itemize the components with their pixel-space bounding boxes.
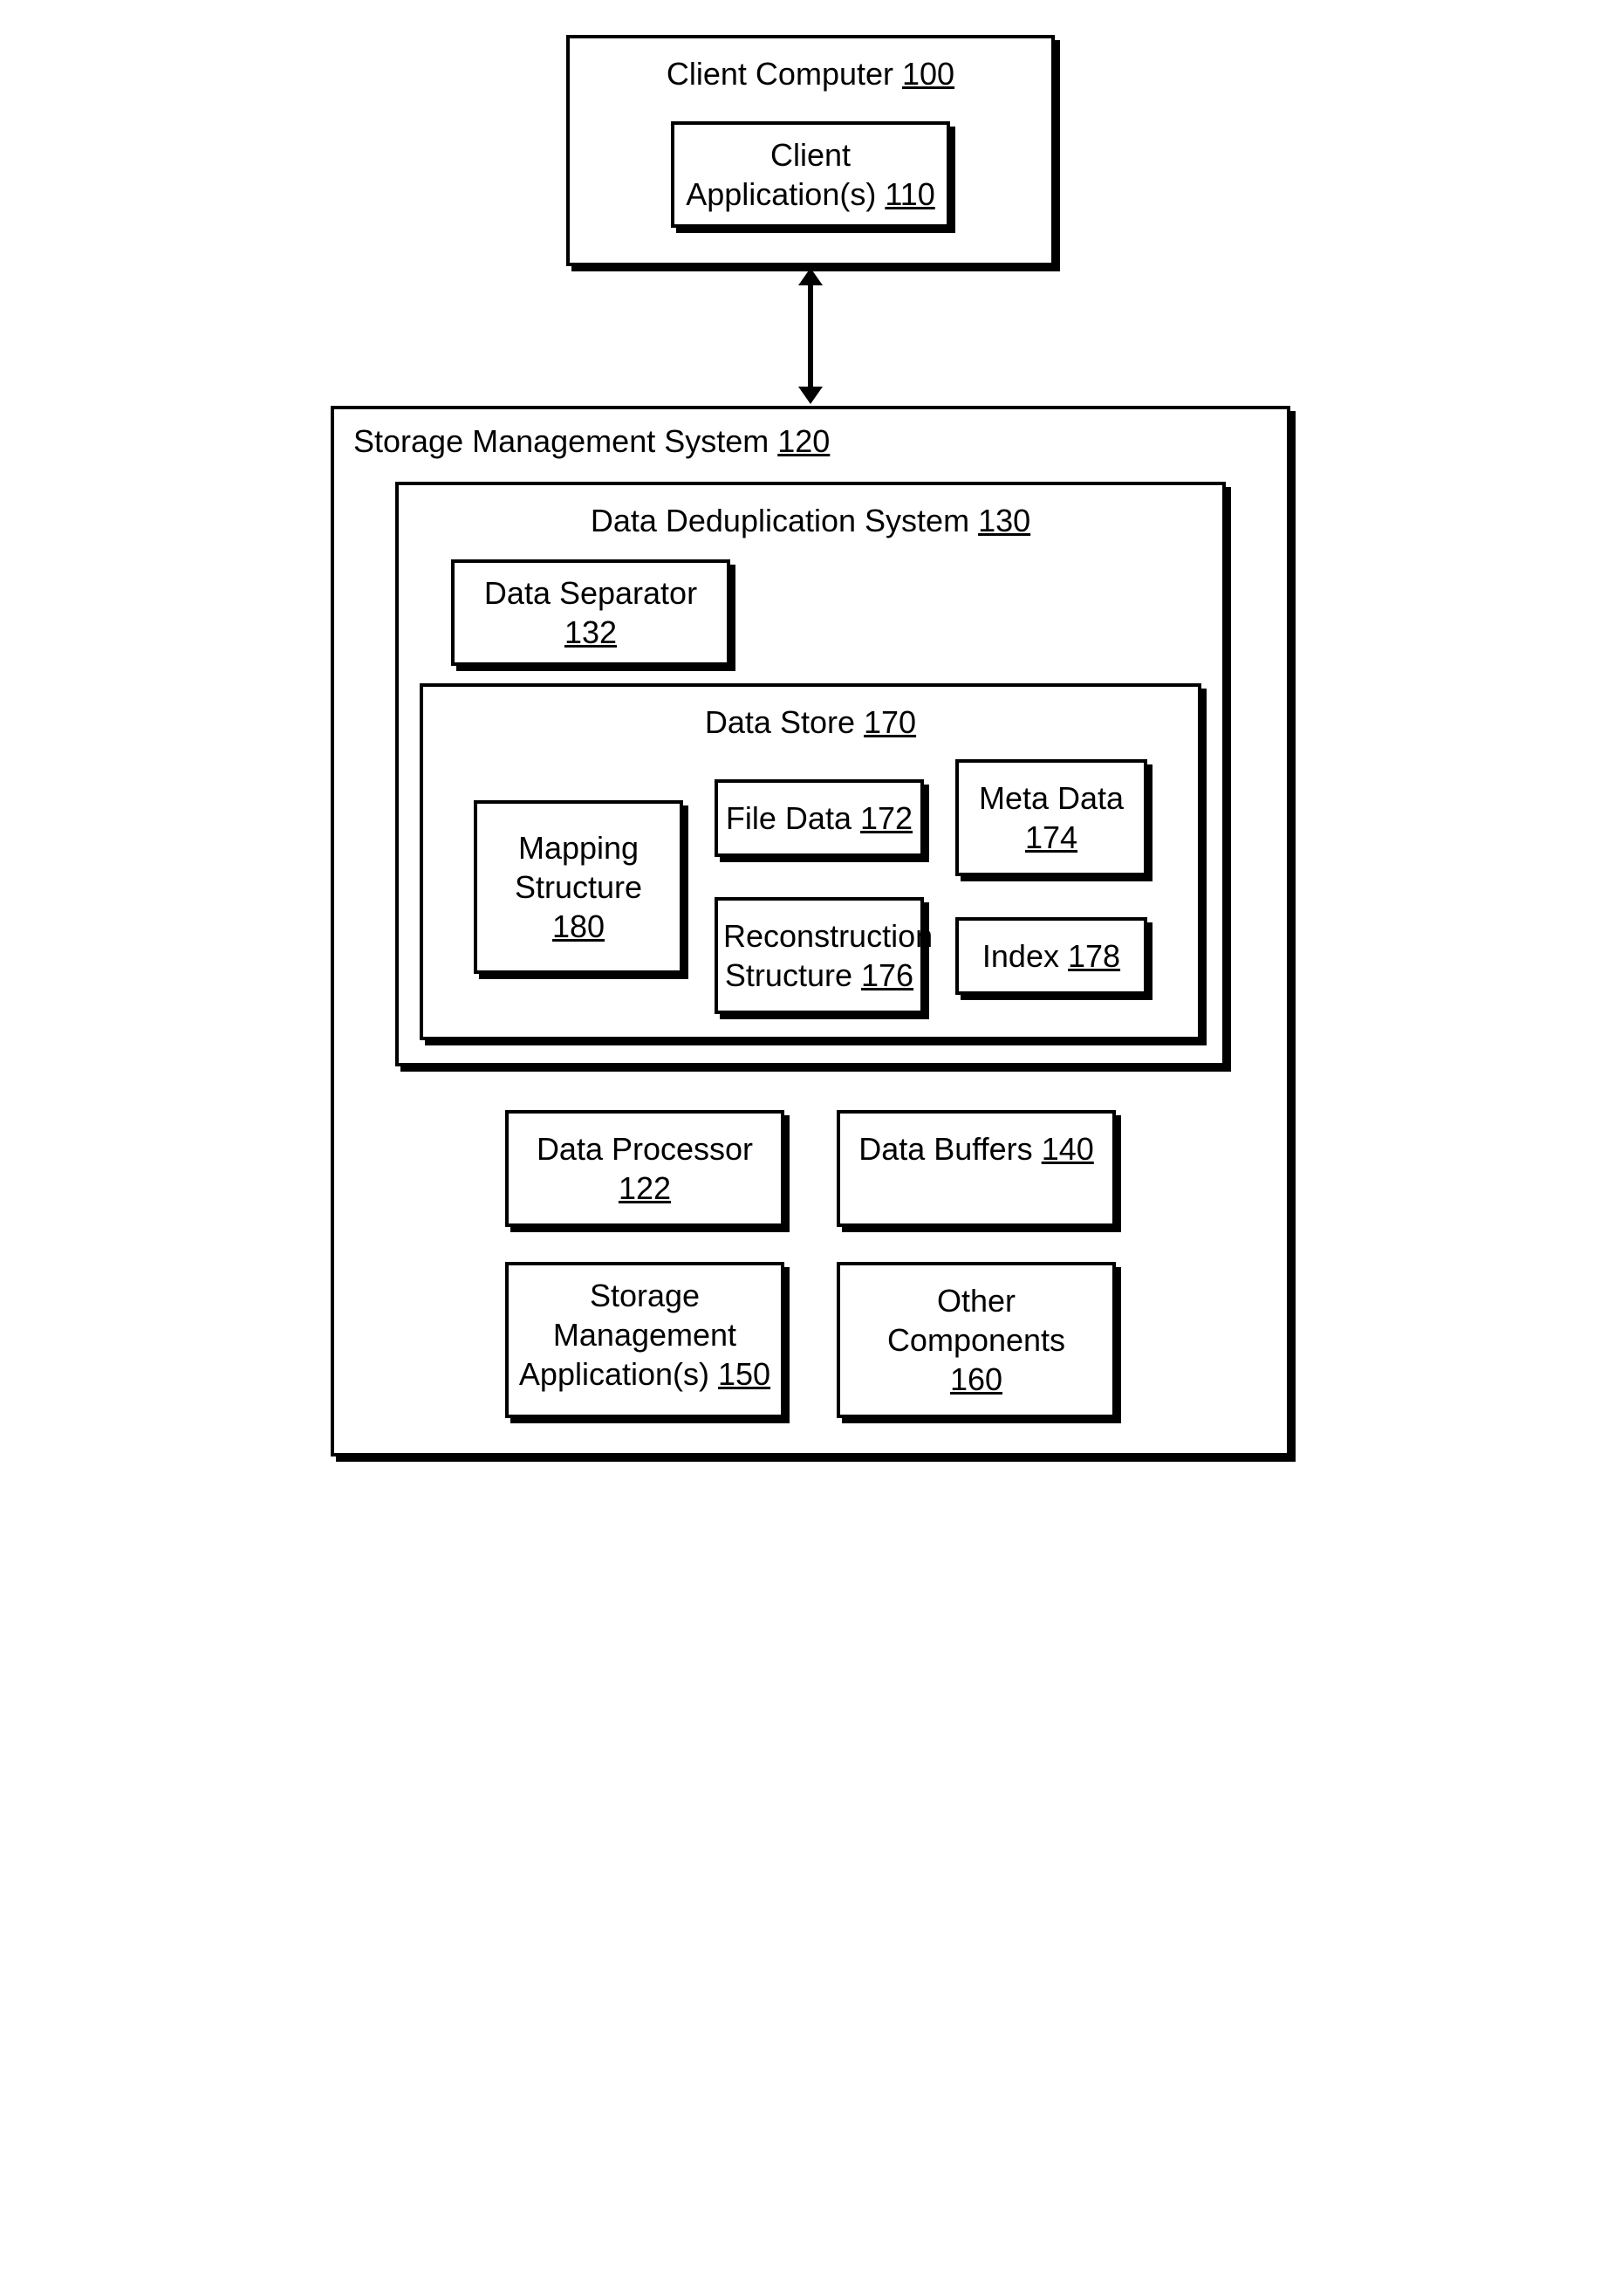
ref-number: 130 bbox=[978, 503, 1030, 538]
node-index: Index 178 bbox=[955, 917, 1147, 995]
node-data-separator: Data Separator 132 bbox=[451, 559, 730, 666]
text: Client Computer bbox=[667, 56, 893, 92]
node-storage-management-applications: Storage Management Application(s) 150 bbox=[505, 1262, 784, 1418]
ref-number: 122 bbox=[619, 1170, 671, 1206]
node-data-buffers: Data Buffers 140 bbox=[837, 1110, 1116, 1227]
text: Index bbox=[982, 938, 1059, 974]
ref-number: 176 bbox=[861, 957, 913, 993]
text: Data Store bbox=[705, 704, 855, 740]
node-storage-management-system: Storage Management System 120 Data Dedup… bbox=[331, 406, 1290, 1456]
ref-number: 100 bbox=[902, 56, 954, 92]
node-meta-data: Meta Data 174 bbox=[955, 759, 1147, 876]
ref-number: 150 bbox=[718, 1356, 770, 1392]
ref-number: 160 bbox=[950, 1361, 1002, 1397]
ref-number: 140 bbox=[1042, 1131, 1094, 1167]
ref-number: 174 bbox=[1025, 819, 1077, 855]
node-client-application: Client Application(s) 110 bbox=[671, 121, 950, 228]
label-data-store: Data Store 170 bbox=[441, 696, 1180, 749]
node-file-data: File Data 172 bbox=[715, 779, 924, 857]
ref-number: 170 bbox=[864, 704, 916, 740]
ref-number: 132 bbox=[564, 614, 617, 650]
ref-number: 120 bbox=[777, 423, 830, 459]
text: Client Application(s) bbox=[686, 137, 876, 212]
text: File Data bbox=[726, 800, 852, 836]
node-client-computer: Client Computer 100 Client Application(s… bbox=[566, 35, 1055, 266]
node-data-processor: Data Processor 122 bbox=[505, 1110, 784, 1227]
node-reconstruction-structure: Reconstruction Structure 176 bbox=[715, 897, 924, 1014]
ref-number: 172 bbox=[860, 800, 913, 836]
text: Other Components bbox=[887, 1283, 1065, 1358]
system-block-diagram: Client Computer 100 Client Application(s… bbox=[331, 35, 1290, 1456]
node-mapping-structure: Mapping Structure 180 bbox=[474, 800, 683, 974]
text: Data Deduplication System bbox=[591, 503, 969, 538]
text: Meta Data bbox=[979, 780, 1124, 816]
ref-number: 180 bbox=[552, 908, 605, 944]
label-client-computer: Client Computer 100 bbox=[587, 47, 1034, 100]
label-dedup: Data Deduplication System 130 bbox=[420, 494, 1201, 547]
text: Mapping Structure bbox=[515, 830, 642, 905]
text: Data Separator bbox=[484, 575, 697, 611]
text: Data Processor bbox=[537, 1131, 753, 1167]
label-sms: Storage Management System 120 bbox=[334, 409, 1287, 473]
ref-number: 110 bbox=[885, 176, 934, 212]
ref-number: 178 bbox=[1068, 938, 1120, 974]
text: Storage Management Application(s) bbox=[519, 1278, 736, 1392]
node-data-store: Data Store 170 File Data 172 Meta Data 1… bbox=[420, 683, 1201, 1040]
text: Storage Management System bbox=[353, 423, 769, 459]
connector-arrow bbox=[808, 284, 813, 388]
text: Data Buffers bbox=[858, 1131, 1032, 1167]
node-data-deduplication-system: Data Deduplication System 130 Data Separ… bbox=[395, 482, 1226, 1066]
node-other-components: Other Components 160 bbox=[837, 1262, 1116, 1418]
